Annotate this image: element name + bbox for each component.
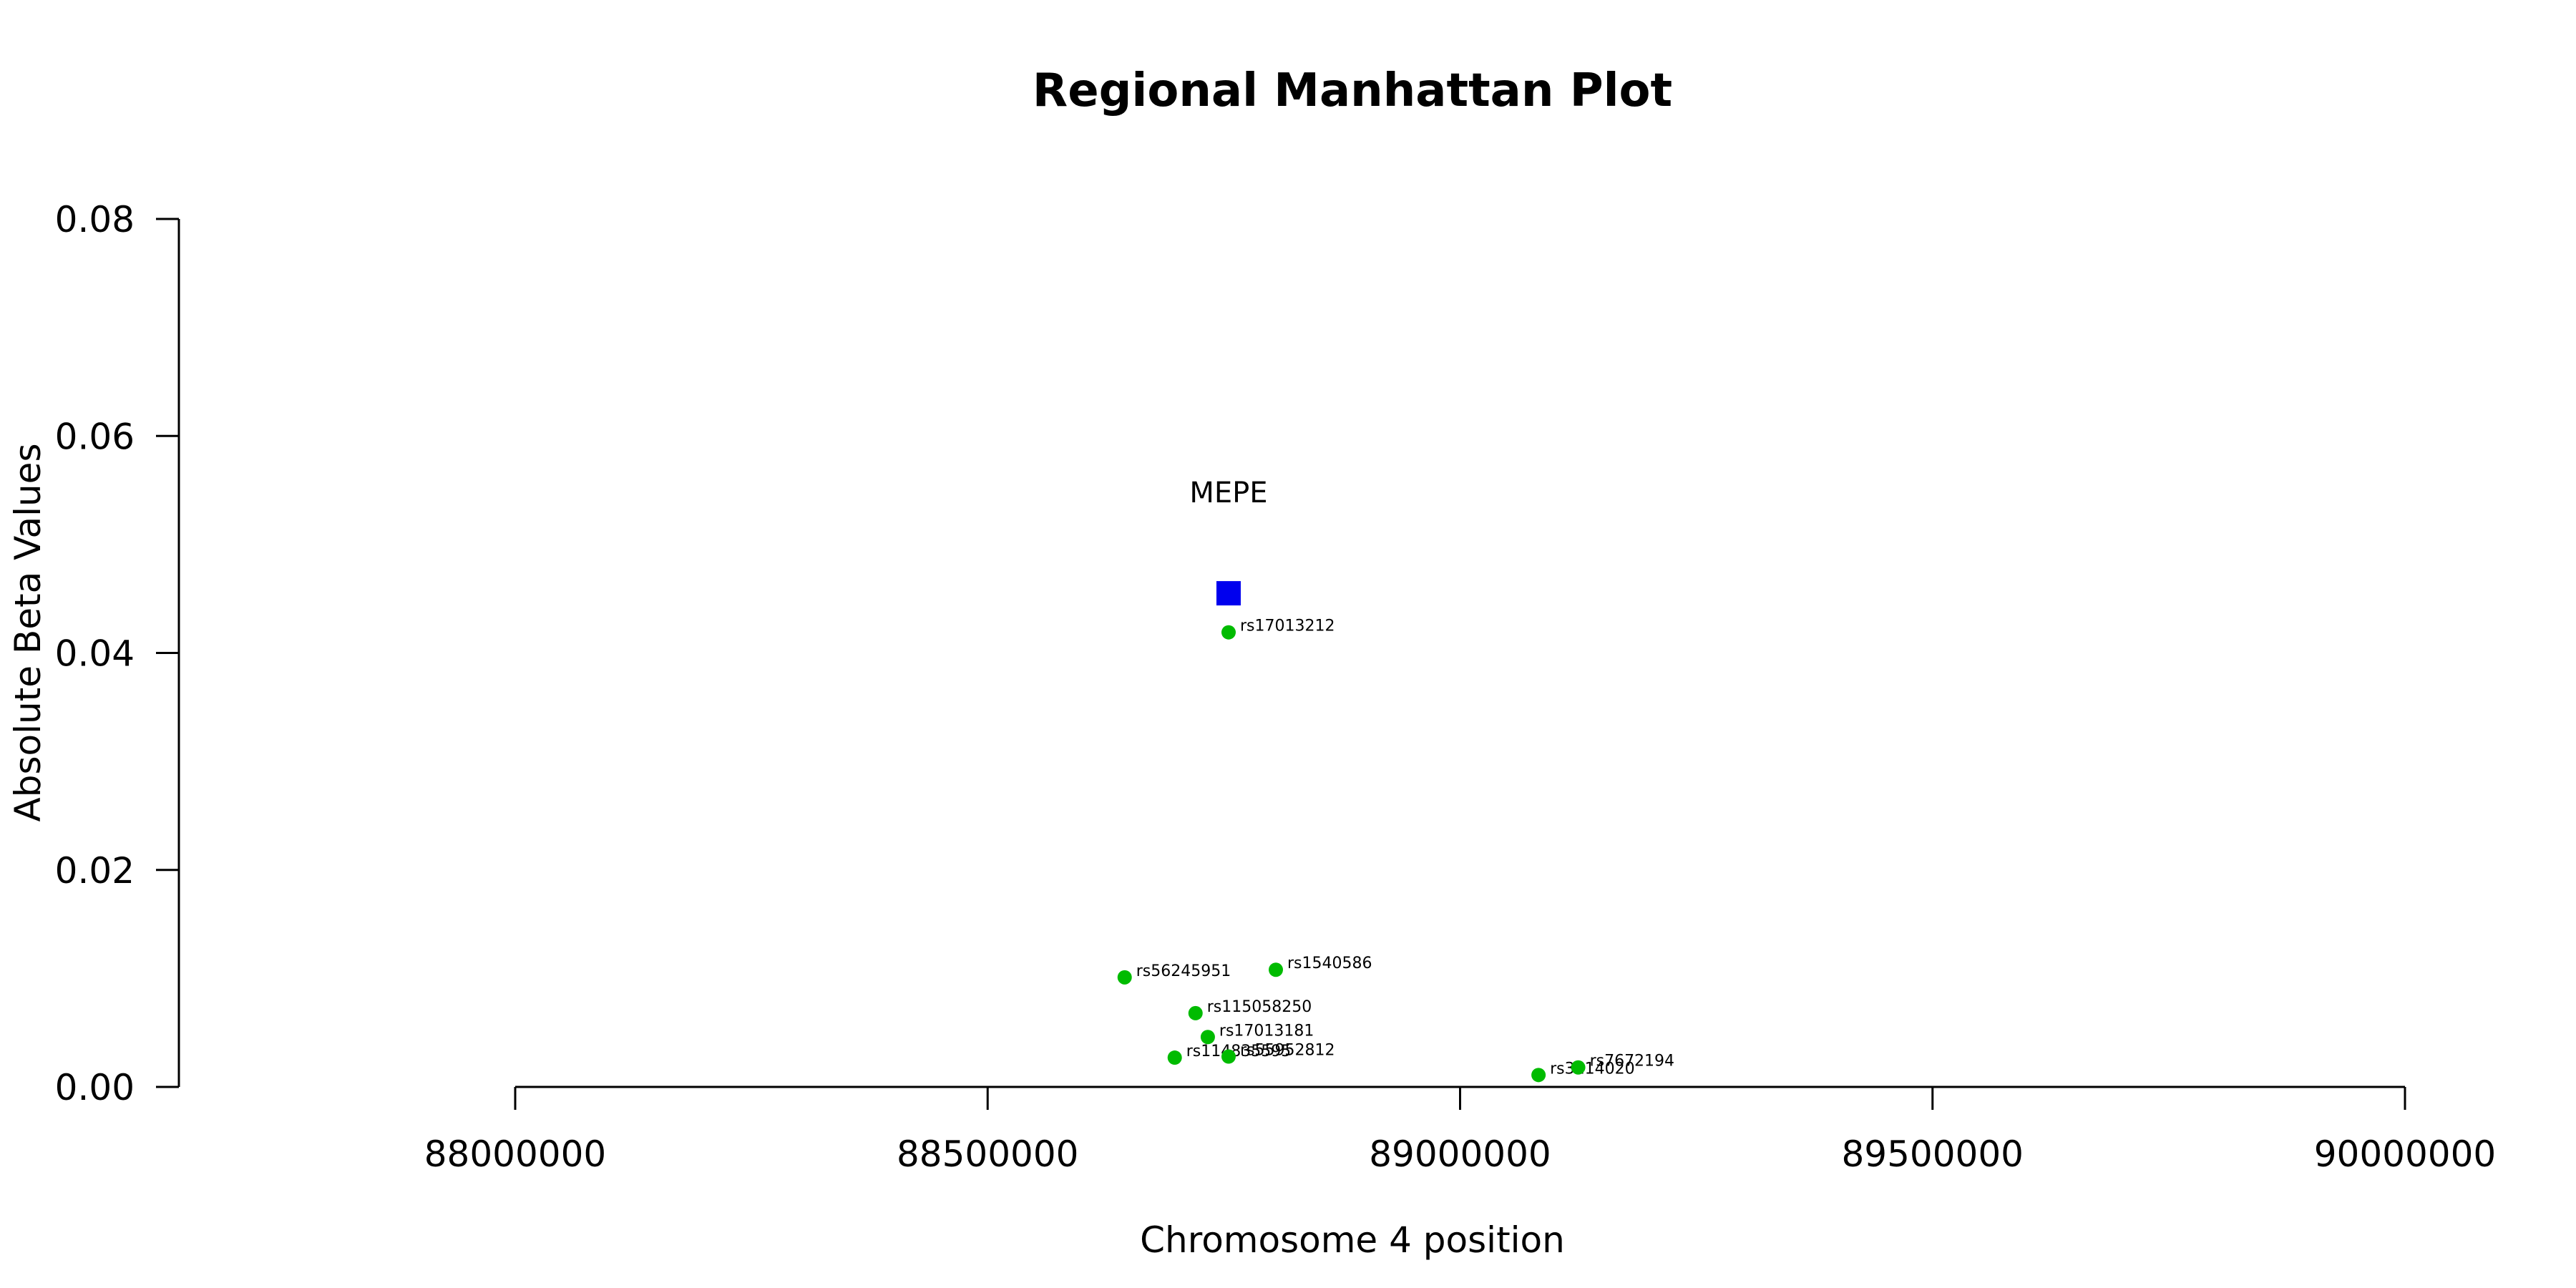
snp-point-label: rs115058250 [1207, 998, 1312, 1016]
snp-point [1571, 1060, 1586, 1075]
snp-point [1531, 1068, 1546, 1083]
x-tick-label: 88000000 [424, 1133, 607, 1175]
y-tick-label: 0.04 [55, 633, 135, 675]
snp-point-label: rs17013181 [1219, 1022, 1314, 1040]
x-tick-label: 89000000 [1369, 1133, 1551, 1175]
y-tick-label: 0.02 [55, 850, 135, 892]
y-tick-label: 0.06 [55, 416, 135, 457]
x-tick-label: 88500000 [897, 1133, 1079, 1175]
y-axis-label: Absolute Beta Values [7, 444, 49, 822]
gene-marker-square [1216, 581, 1241, 606]
x-axis-label: Chromosome 4 position [1140, 1219, 1565, 1261]
snp-point-label: rs3114020 [1550, 1060, 1635, 1078]
snp-point-label: rs17013212 [1240, 618, 1335, 635]
y-tick-label: 0.00 [55, 1067, 135, 1108]
snp-point-label: rs7672194 [1590, 1053, 1675, 1070]
snp-point [1269, 962, 1284, 977]
snp-point [1188, 1005, 1203, 1020]
snp-point [1221, 625, 1236, 640]
x-axis-ticks: 88000000 88500000 89000000 89500000 90000000 [424, 1087, 2497, 1175]
x-tick-label: 90000000 [2314, 1133, 2497, 1175]
snp-point-label: rs56245951 [1136, 962, 1231, 980]
snp-point-label: rs1540586 [1287, 955, 1372, 972]
y-tick-label: 0.08 [55, 199, 135, 240]
snp-point-label: rs55952812 [1240, 1042, 1335, 1060]
snp-point [1221, 1049, 1236, 1064]
gene-label: MEPE [1189, 477, 1267, 509]
y-axis-ticks: 0.00 0.02 0.04 0.06 0.08 [55, 199, 179, 1108]
x-tick-label: 89500000 [1842, 1133, 2024, 1175]
gene-marker-group: MEPE [1189, 477, 1268, 606]
snp-point-label: rs114835595 [1186, 1043, 1291, 1060]
snp-point [1117, 970, 1132, 985]
chart-title: Regional Manhattan Plot [1033, 64, 1672, 117]
snp-points-group: rs17013212 rs1540586 rs56245951 rs115058250… [1117, 618, 1675, 1083]
snp-point [1167, 1050, 1182, 1065]
snp-point [1200, 1030, 1215, 1045]
